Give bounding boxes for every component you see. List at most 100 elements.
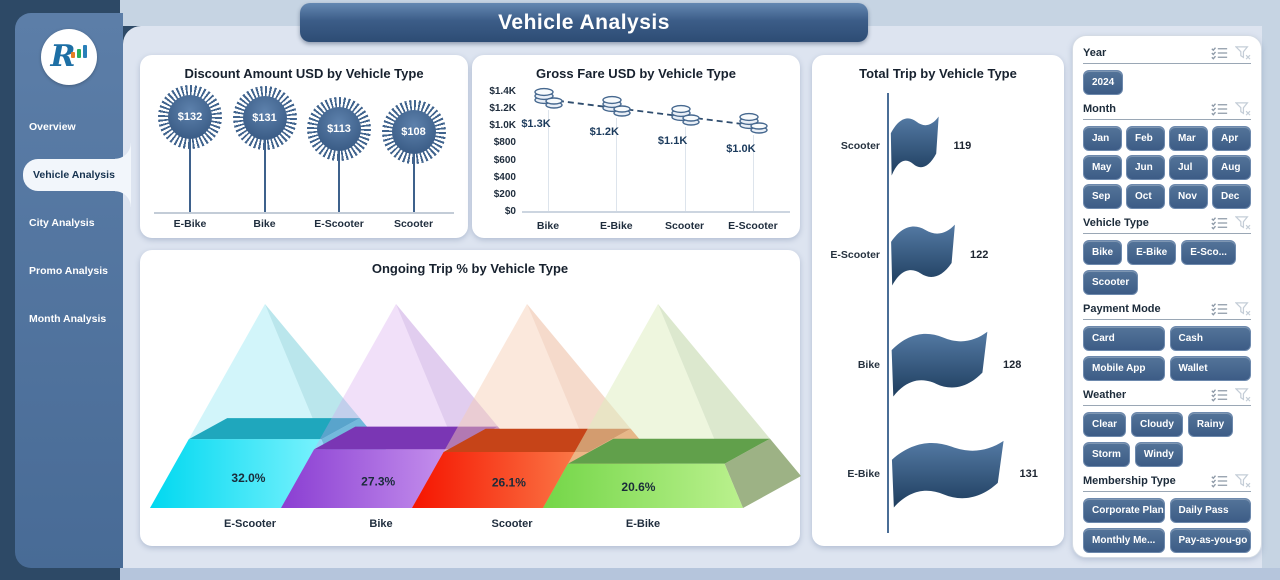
y-tick-label: $0 (504, 206, 516, 217)
filter-option-corporate-plan[interactable]: Corporate Plan (1083, 498, 1165, 523)
filter-option-monthly-me[interactable]: Monthly Me... (1083, 528, 1165, 553)
filter-option-jun[interactable]: Jun (1126, 155, 1165, 180)
filter-label: Vehicle Type (1083, 217, 1149, 229)
clear-filter-icon[interactable] (1235, 302, 1251, 316)
filter-options: Jan Feb Mar Apr May Jun Jul Aug Sep Oct Nov Dec (1083, 126, 1251, 209)
filter-header: Year (1083, 46, 1251, 64)
filter-option-oct[interactable]: Oct (1126, 184, 1165, 209)
point-value-label: 128 (1003, 358, 1022, 371)
filter-option-nov[interactable]: Nov (1169, 184, 1208, 209)
sidebar-item-promo-analysis[interactable]: Promo Analysis (15, 255, 123, 287)
filter-option-apr[interactable]: Apr (1212, 126, 1251, 151)
gross-fare-chart: $1.4K $1.2K $1.0K $800 $600 $400 $200 $0 $1.3K Bi… (472, 55, 800, 238)
starburst-marker: $132 (158, 85, 222, 149)
starburst-value: $113 (317, 106, 361, 151)
select-all-icon[interactable] (1211, 474, 1228, 488)
sidebar: R Overview Vehicle Analysis City Analysis P… (15, 13, 131, 568)
filter-option-daily-pass[interactable]: Daily Pass (1169, 498, 1251, 523)
filter-option-e-sco[interactable]: E-Sco... (1181, 240, 1236, 265)
sidebar-item-label: Promo Analysis (29, 265, 108, 277)
filter-option-sep[interactable]: Sep (1083, 184, 1122, 209)
select-all-icon[interactable] (1211, 216, 1228, 230)
filter-option-card[interactable]: Card (1083, 326, 1165, 351)
gross-fare-card: Gross Fare USD by Vehicle Type $1.4K $1.2… (472, 55, 800, 238)
filter-option-rainy[interactable]: Rainy (1187, 412, 1234, 437)
coin-stack-icon (739, 113, 768, 134)
filter-option-may[interactable]: May (1083, 155, 1122, 180)
filter-option-mobile-app[interactable]: Mobile App (1083, 356, 1165, 381)
point-stem (616, 118, 618, 211)
filter-option-pay-as-you-go[interactable]: Pay-as-you-go (1169, 528, 1251, 553)
category-label: Scooter (491, 518, 533, 530)
category-label: E-Scooter (314, 218, 364, 230)
category-label: Scooter (393, 218, 434, 230)
point-value-label: $1.1K (657, 134, 688, 147)
flag-marker (891, 440, 1004, 508)
point-stem (548, 109, 549, 211)
point-value-label: 122 (970, 249, 989, 262)
filter-option-windy[interactable]: Windy (1134, 442, 1183, 467)
logo-letter: R (50, 39, 76, 74)
total-trip-chart-title: Total Trip by Vehicle Type (859, 66, 1017, 81)
logo-bars-icon (71, 44, 88, 58)
filter-section-payment-mode: Payment Mode Card Cash Mobile App Wallet (1083, 302, 1251, 381)
clear-filter-icon[interactable] (1235, 474, 1251, 488)
filter-header: Membership Type (1083, 474, 1251, 492)
category-label: E-Bike (625, 518, 661, 530)
select-all-icon[interactable] (1211, 102, 1228, 116)
sidebar-item-label: Vehicle Analysis (33, 169, 115, 181)
filter-option-cash[interactable]: Cash (1169, 326, 1251, 351)
filter-option-cloudy[interactable]: Cloudy (1131, 412, 1183, 437)
filter-option-jul[interactable]: Jul (1169, 155, 1208, 180)
filter-option-dec[interactable]: Dec (1212, 184, 1251, 209)
filter-section-vehicle-type: Vehicle Type Bike E-Bike E-Sco... Scooter (1083, 216, 1251, 295)
select-all-icon[interactable] (1211, 302, 1228, 316)
frame-right-strip (1262, 0, 1280, 580)
discount-chart: $132 E-Bike $131 Bike $113 E-Scooter $108 Scoot… (140, 55, 468, 238)
filter-option-jan[interactable]: Jan (1083, 126, 1122, 151)
starburst-value: $131 (242, 95, 287, 140)
select-all-icon[interactable] (1211, 388, 1228, 402)
filter-option-2024[interactable]: 2024 (1083, 70, 1124, 95)
category-label: E-Bike (173, 218, 207, 230)
filter-options: Bike E-Bike E-Sco... Scooter (1083, 240, 1251, 295)
clear-filter-icon[interactable] (1235, 102, 1251, 116)
filter-options: 2024 (1083, 70, 1251, 95)
category-label: E-Scooter (728, 220, 778, 232)
filter-option-feb[interactable]: Feb (1126, 126, 1165, 151)
category-label: Bike (253, 218, 276, 230)
point-value-label: $1.2K (589, 126, 619, 139)
lollipop-stem (338, 128, 340, 212)
filter-option-bike[interactable]: Bike (1083, 240, 1123, 265)
x-axis (522, 211, 790, 213)
y-tick-label: $1.0K (489, 120, 516, 132)
filter-option-clear[interactable]: Clear (1083, 412, 1127, 437)
clear-filter-icon[interactable] (1235, 46, 1251, 60)
sidebar-item-city-analysis[interactable]: City Analysis (15, 207, 123, 239)
clear-filter-icon[interactable] (1235, 216, 1251, 230)
sidebar-item-vehicle-analysis[interactable]: Vehicle Analysis (23, 143, 131, 207)
y-tick-label: $800 (493, 137, 516, 149)
sidebar-item-overview[interactable]: Overview (15, 111, 123, 143)
filter-option-wallet[interactable]: Wallet (1169, 356, 1251, 381)
flag-marker (891, 224, 955, 286)
filter-option-e-bike[interactable]: E-Bike (1127, 240, 1177, 265)
svg-text:27.3%: 27.3% (361, 475, 395, 489)
sidebar-item-month-analysis[interactable]: Month Analysis (15, 303, 123, 335)
filter-option-scooter[interactable]: Scooter (1083, 270, 1139, 295)
filter-section-membership-type: Membership Type Corporate Plan Daily Pass M… (1083, 474, 1251, 553)
starburst-marker: $113 (307, 96, 371, 161)
category-label: Scooter (840, 140, 880, 152)
y-tick-label: $1.4K (489, 86, 516, 97)
category-label: Scooter (665, 220, 705, 232)
clear-filter-icon[interactable] (1235, 388, 1251, 402)
category-label: E-Bike (847, 467, 880, 480)
category-label: E-Scooter (830, 249, 880, 262)
filter-option-storm[interactable]: Storm (1083, 442, 1130, 467)
filter-option-mar[interactable]: Mar (1169, 126, 1208, 151)
filter-header: Weather (1083, 388, 1251, 406)
filter-options: Clear Cloudy Rainy Storm Windy (1083, 412, 1251, 467)
filter-option-aug[interactable]: Aug (1212, 155, 1251, 180)
select-all-icon[interactable] (1211, 46, 1228, 60)
pyramid-e-bike: 20.6% (543, 304, 801, 508)
